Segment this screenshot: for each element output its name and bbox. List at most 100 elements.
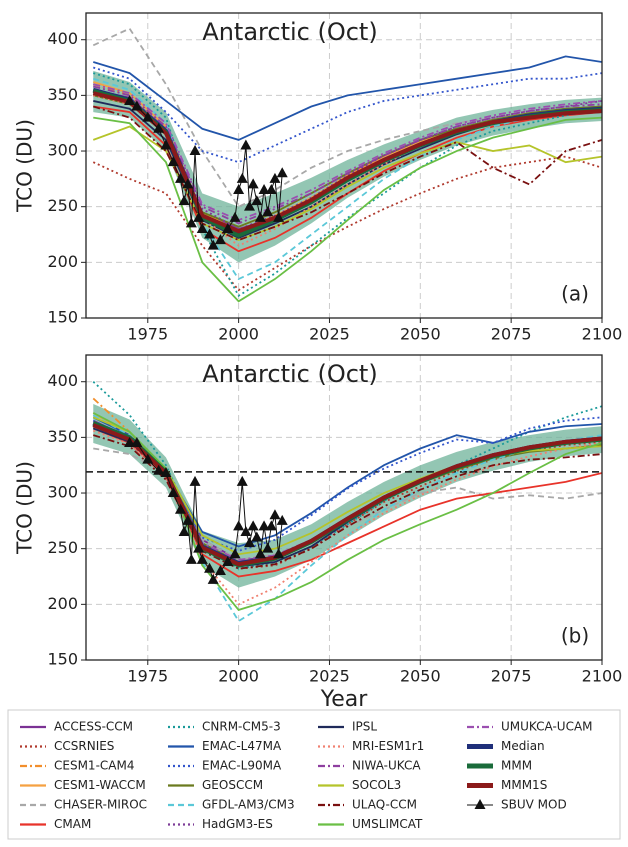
- y-tick-label: 250: [47, 196, 78, 215]
- legend-label: CMAM: [54, 817, 91, 831]
- marker: [185, 553, 197, 564]
- marker: [167, 156, 179, 167]
- x-tick-label: 2025: [309, 325, 350, 344]
- marker: [196, 553, 208, 564]
- marker: [124, 94, 136, 105]
- marker: [244, 200, 256, 211]
- marker: [233, 520, 245, 531]
- marker: [153, 464, 165, 475]
- legend-label: IPSL: [352, 720, 377, 734]
- marker: [240, 139, 252, 150]
- legend-label: UMUKCA-UCAM: [501, 720, 593, 734]
- marker: [204, 228, 216, 239]
- marker: [153, 122, 165, 133]
- series-line: [92, 381, 602, 570]
- marker: [167, 487, 179, 498]
- marker: [160, 139, 172, 150]
- band: [93, 403, 602, 588]
- marker: [182, 178, 194, 189]
- marker: [233, 183, 245, 194]
- x-tick-label: 2000: [218, 325, 259, 344]
- y-tick-label: 150: [47, 308, 78, 327]
- legend-label: SOCOL3: [352, 778, 401, 792]
- marker: [276, 167, 288, 178]
- legend-label: ULAQ-CCM: [352, 798, 417, 812]
- marker: [247, 178, 259, 189]
- marker: [214, 234, 226, 245]
- series-line: [92, 91, 602, 234]
- marker: [124, 436, 136, 447]
- marker: [258, 520, 270, 531]
- marker: [189, 475, 201, 486]
- plot-area: [92, 27, 602, 303]
- band: [93, 70, 602, 263]
- marker: [258, 183, 270, 194]
- y-tick-label: 350: [47, 85, 78, 104]
- y-axis-label: TCO (DU): [13, 119, 37, 213]
- legend-label: CCSRNIES: [54, 739, 114, 753]
- legend-label: MRI-ESM1r1: [352, 739, 424, 753]
- marker: [265, 183, 277, 194]
- series-line: [93, 85, 602, 225]
- marker: [254, 548, 266, 559]
- marker: [222, 556, 234, 567]
- marker: [265, 520, 277, 531]
- marker: [207, 573, 219, 584]
- panel-label: (b): [561, 624, 589, 648]
- panel-label: (a): [561, 282, 589, 306]
- marker: [229, 211, 241, 222]
- marker: [185, 217, 197, 228]
- y-tick-label: 300: [47, 483, 78, 502]
- x-tick-label: 2050: [400, 667, 441, 686]
- marker: [214, 564, 226, 575]
- axes-frame: [85, 12, 603, 319]
- legend-label: SBUV MOD: [501, 798, 567, 812]
- legend-label: Median: [501, 739, 545, 753]
- marker: [131, 100, 143, 111]
- y-tick-label: 350: [47, 427, 78, 446]
- x-tick-label: 2100: [582, 325, 623, 344]
- marker: [273, 211, 285, 222]
- legend-label: MMM1S: [501, 778, 547, 792]
- marker: [189, 145, 201, 156]
- y-axis-label: TCO (DU): [13, 461, 37, 555]
- marker: [196, 222, 208, 233]
- marker: [174, 172, 186, 183]
- x-tick-label: 2025: [309, 667, 350, 686]
- series-line: [92, 155, 602, 292]
- marker: [254, 211, 266, 222]
- x-tick-label: 1975: [127, 667, 168, 686]
- legend-label: EMAC-L47MA: [202, 739, 282, 753]
- legend-label: MMM: [501, 759, 532, 773]
- marker: [178, 525, 190, 536]
- marker: [142, 111, 154, 122]
- y-tick-label: 150: [47, 650, 78, 669]
- x-tick-label: 2000: [218, 667, 259, 686]
- marker: [262, 206, 274, 217]
- series-line: [92, 429, 602, 606]
- series-line: [93, 55, 602, 141]
- marker: [204, 562, 216, 573]
- y-tick-label: 200: [47, 594, 78, 613]
- marker: [178, 195, 190, 206]
- panel-title: Antarctic (Oct): [202, 360, 377, 388]
- panel-title: Antarctic (Oct): [202, 18, 377, 46]
- series-line: [93, 66, 602, 164]
- series-line: [93, 434, 602, 570]
- marker: [174, 503, 186, 514]
- marker: [269, 172, 281, 183]
- series-line: [92, 423, 602, 567]
- marker: [160, 466, 172, 477]
- y-tick-label: 400: [47, 371, 78, 390]
- marker: [251, 195, 263, 206]
- x-tick-label: 2075: [491, 325, 532, 344]
- legend-label: EMAC-L90MA: [202, 759, 282, 773]
- legend-label: NIWA-UKCA: [352, 759, 421, 773]
- legend-label: GFDL-AM3/CM3: [202, 798, 295, 812]
- marker: [240, 525, 252, 536]
- marker: [142, 453, 154, 464]
- marker: [276, 514, 288, 525]
- series-line: [93, 116, 602, 303]
- x-tick-label: 1975: [127, 325, 168, 344]
